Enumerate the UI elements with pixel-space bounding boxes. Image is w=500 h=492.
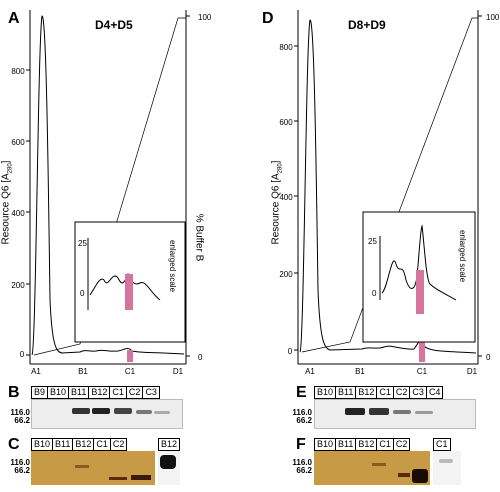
panel-b-marker-labels: 116.0 66.2 (10, 408, 30, 425)
panel-letter-f: F (296, 436, 306, 453)
lane-label: C3 (145, 387, 157, 397)
panel-e-lane-header: B10 B11 B12 C1 C2 C3 C4 (314, 386, 444, 399)
lane-label: B11 (53, 439, 74, 450)
panel-letter-b: B (8, 384, 20, 401)
lane-label: B12 (89, 387, 111, 398)
svg-text:400: 400 (279, 193, 293, 202)
svg-text:800: 800 (279, 43, 293, 52)
panel-e-marker-labels: 116.0 66.2 (292, 408, 312, 425)
panel-e-gel (314, 399, 476, 429)
lane-label: C1 (377, 387, 394, 398)
svg-text:B1: B1 (355, 367, 365, 376)
svg-text:25: 25 (368, 237, 377, 246)
lane-label: C1 (94, 439, 111, 450)
lane-label: B12 (356, 387, 378, 398)
right-tick-0: 0 (198, 353, 203, 362)
lane-label: B10 (48, 387, 70, 398)
svg-text:C1: C1 (417, 367, 428, 376)
panel-f-marker-labels: 116.0 66.2 (292, 458, 312, 475)
panel-f-extra-lane-header: C1 (433, 438, 451, 451)
panel-letter-a: A (8, 10, 20, 27)
x-tick-a1: A1 (31, 367, 41, 376)
y-tick-200: 200 (11, 281, 25, 290)
panel-letter-c: C (8, 436, 20, 453)
svg-text:200: 200 (279, 270, 293, 279)
svg-text:0: 0 (372, 289, 377, 298)
lane-label: C2 (127, 387, 144, 398)
svg-text:0: 0 (486, 353, 491, 362)
lane-label: B12 (356, 439, 378, 450)
lane-label: C2 (112, 439, 125, 449)
panel-f-extra-gel (433, 451, 461, 485)
lane-label: C2 (395, 439, 408, 449)
lane-label: B11 (336, 387, 357, 398)
panel-letter-d: D (262, 10, 274, 27)
y-tick-0: 0 (20, 350, 25, 359)
panel-f-gel (314, 451, 430, 485)
lane-label: B12 (73, 439, 95, 450)
panel-b-lane-header: B9 B10 B11 B12 C1 C2 C3 (31, 386, 160, 399)
panel-c-extra-lane-header: B12 (158, 438, 181, 451)
svg-text:A1: A1 (305, 367, 315, 376)
svg-text:enlarged scale: enlarged scale (458, 230, 467, 283)
svg-text:100: 100 (486, 13, 500, 22)
panel-f-lane-header: B10 B11 B12 C1 C2 (314, 438, 411, 451)
lane-label: B10 (315, 387, 337, 398)
lane-label: B11 (336, 439, 357, 450)
lane-label: B9 (32, 387, 49, 398)
lane-label: C1 (436, 439, 448, 449)
panel-c-marker-labels: 116.0 66.2 (10, 458, 30, 475)
lane-label: C4 (428, 387, 441, 397)
panel-letter-e: E (296, 384, 307, 401)
panel-a-title: D4+D5 (95, 18, 133, 32)
lane-label: B10 (32, 439, 54, 450)
panel-c-extra-gel (158, 451, 180, 485)
panel-a-chromatogram: 800 600 400 200 0 100 0 A1 B1 C1 D1 25 0… (11, 10, 212, 376)
inset-tick-25: 25 (78, 239, 87, 248)
lane-label: B11 (69, 387, 90, 398)
svg-text:D1: D1 (467, 367, 478, 376)
y-tick-600: 600 (11, 138, 25, 147)
panel-c-lane-header: B10 B11 B12 C1 C2 (31, 438, 128, 451)
panel-b-gel (31, 399, 183, 429)
lane-label: C1 (110, 387, 127, 398)
panel-c-gel (31, 451, 155, 485)
lane-label: B12 (161, 439, 178, 449)
inset-label: enlarged scale (168, 240, 177, 293)
panel-d-chromatogram: 800 600 400 200 0 100 0 A1 B1 C1 D1 25 0… (279, 10, 500, 376)
right-tick-100: 100 (198, 13, 212, 22)
lane-label: B10 (315, 439, 337, 450)
x-tick-c1: C1 (125, 367, 136, 376)
lane-label: C2 (394, 387, 411, 398)
inset-tick-0: 0 (80, 289, 85, 298)
svg-text:0: 0 (288, 347, 293, 356)
y-tick-800: 800 (11, 67, 25, 76)
y-tick-400: 400 (11, 209, 25, 218)
lane-label: C3 (410, 387, 427, 398)
x-tick-d1: D1 (173, 367, 184, 376)
panel-d-title: D8+D9 (348, 18, 386, 32)
x-tick-b1: B1 (78, 367, 88, 376)
lane-label: C1 (377, 439, 394, 450)
svg-text:600: 600 (279, 118, 293, 127)
